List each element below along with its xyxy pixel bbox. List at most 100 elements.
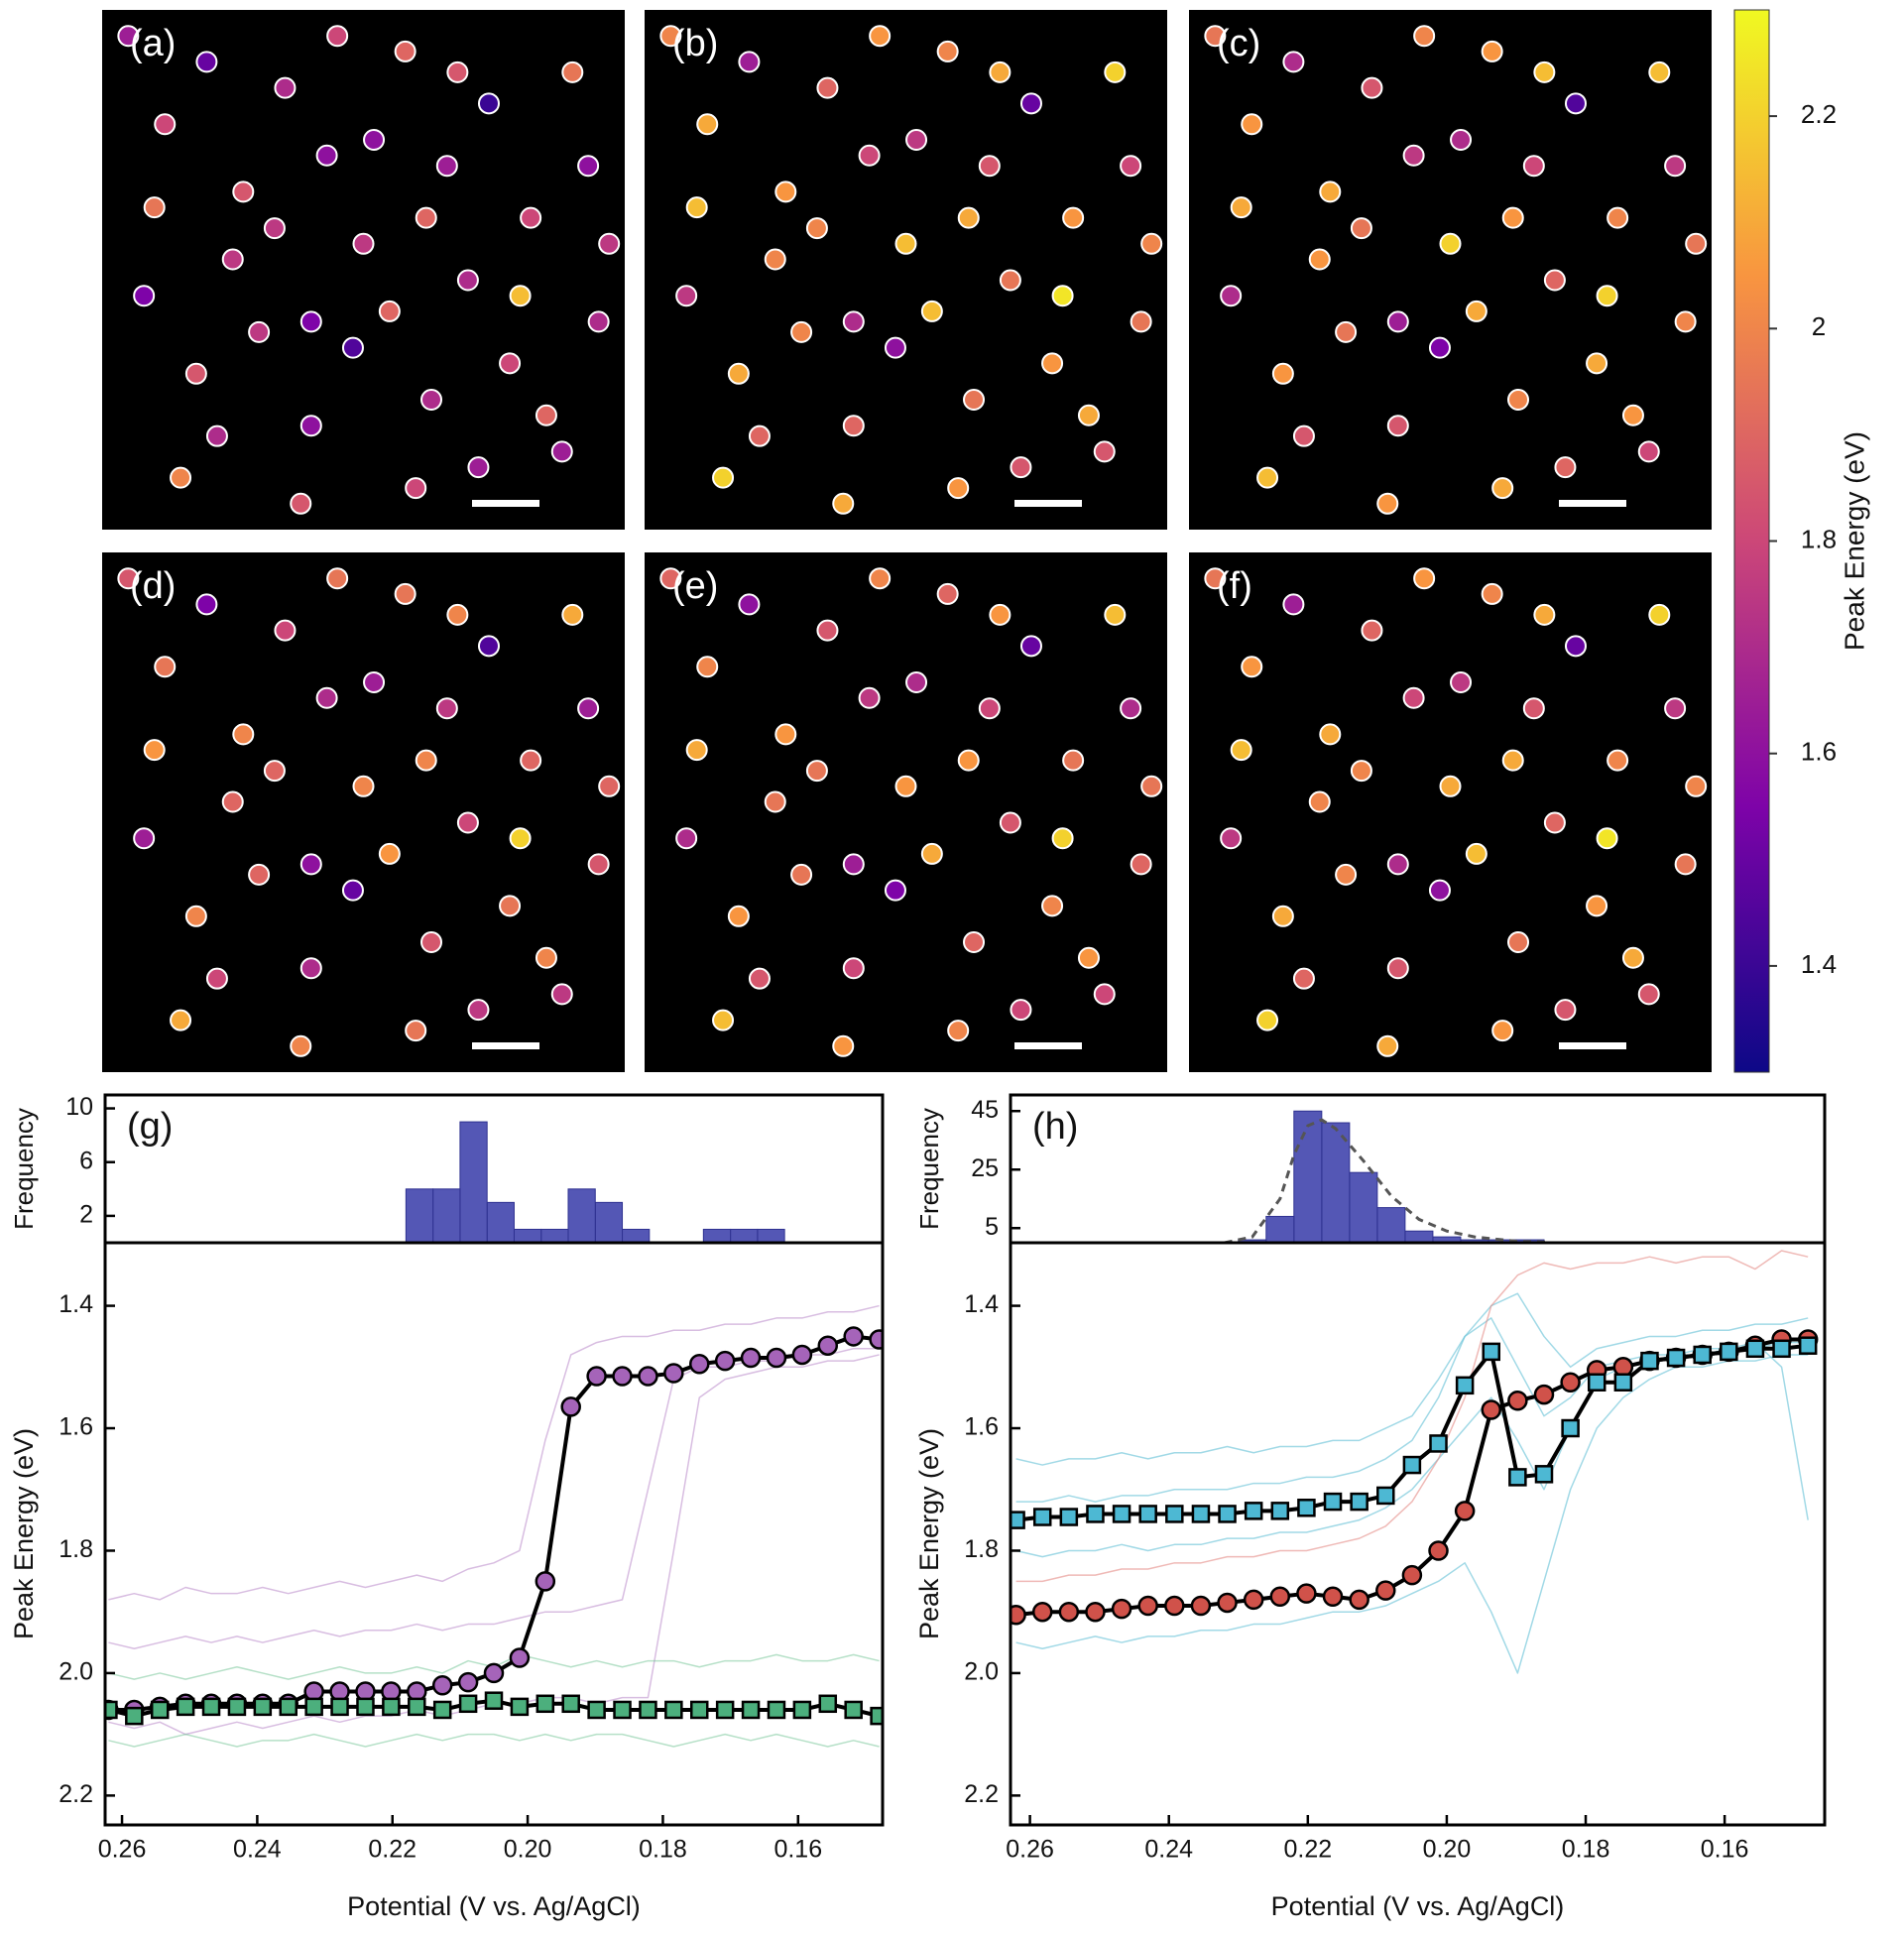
plot-area bbox=[1011, 1250, 1819, 1674]
particle bbox=[378, 300, 401, 322]
particle bbox=[1596, 827, 1618, 850]
particle bbox=[884, 336, 906, 359]
particle bbox=[363, 671, 386, 693]
particle bbox=[232, 181, 255, 203]
particle bbox=[1376, 492, 1399, 515]
particle bbox=[446, 61, 469, 83]
colorbar-tick-label: 2.2 bbox=[1801, 99, 1837, 129]
histogram-bar bbox=[757, 1228, 785, 1244]
particle bbox=[520, 206, 542, 229]
particle bbox=[1130, 853, 1152, 876]
y-tick-label: 1.4 bbox=[964, 1290, 999, 1318]
particle bbox=[467, 456, 490, 479]
particle bbox=[274, 619, 297, 642]
y-tick-label: 1.6 bbox=[59, 1413, 93, 1441]
particle bbox=[352, 775, 375, 797]
marker bbox=[1217, 1592, 1238, 1614]
particle bbox=[816, 76, 839, 99]
marker bbox=[408, 1697, 426, 1717]
marker bbox=[1165, 1505, 1184, 1523]
particle bbox=[1564, 92, 1587, 115]
marker bbox=[1322, 1586, 1344, 1608]
plot-area bbox=[105, 1304, 883, 1748]
histogram-bar bbox=[1293, 1110, 1323, 1244]
particle bbox=[1292, 424, 1315, 447]
fit-curve bbox=[1224, 1118, 1552, 1245]
marker bbox=[1666, 1348, 1686, 1368]
particle bbox=[963, 931, 986, 953]
marker bbox=[791, 1344, 813, 1366]
marker bbox=[767, 1700, 786, 1720]
y-axis-label: Frequency bbox=[9, 1108, 39, 1230]
particle bbox=[1361, 76, 1383, 99]
marker bbox=[560, 1396, 581, 1417]
x-tick-label: 0.18 bbox=[1562, 1836, 1610, 1864]
scale-bar bbox=[472, 500, 539, 507]
particle bbox=[832, 1034, 855, 1057]
particle bbox=[1093, 440, 1116, 463]
particle bbox=[326, 567, 349, 590]
particle bbox=[738, 593, 761, 616]
marker bbox=[741, 1700, 761, 1720]
particle bbox=[1204, 25, 1227, 48]
particle bbox=[790, 320, 813, 343]
particle bbox=[467, 999, 490, 1022]
particle bbox=[205, 967, 228, 990]
particle bbox=[696, 113, 719, 136]
particle bbox=[920, 842, 943, 865]
marker bbox=[1218, 1505, 1237, 1523]
particle bbox=[1062, 749, 1085, 772]
scale-bar bbox=[1559, 500, 1626, 507]
particle bbox=[842, 853, 865, 876]
marker bbox=[688, 1353, 710, 1375]
trace-line bbox=[108, 1304, 880, 1601]
marker bbox=[715, 1700, 735, 1720]
y-tick-label: 1.4 bbox=[59, 1290, 93, 1318]
marker bbox=[483, 1662, 505, 1684]
particle bbox=[1481, 40, 1503, 62]
particle bbox=[456, 269, 479, 292]
x-tick-label: 0.16 bbox=[774, 1836, 822, 1864]
particle bbox=[598, 775, 621, 797]
marker bbox=[818, 1694, 838, 1714]
particle bbox=[435, 697, 458, 720]
marker bbox=[1560, 1372, 1581, 1393]
particle bbox=[587, 310, 610, 333]
particle bbox=[1256, 1009, 1279, 1031]
axes-frame bbox=[1009, 1093, 1827, 1245]
particle bbox=[1491, 1020, 1514, 1042]
marker bbox=[1323, 1492, 1343, 1512]
marker bbox=[1243, 1589, 1264, 1611]
marker bbox=[613, 1700, 632, 1720]
particle bbox=[963, 389, 986, 411]
x-tick-label: 0.20 bbox=[504, 1836, 552, 1864]
marker bbox=[1137, 1595, 1158, 1617]
particle bbox=[290, 492, 312, 515]
particle bbox=[205, 424, 228, 447]
particle bbox=[299, 853, 322, 876]
marker bbox=[1031, 1601, 1053, 1623]
histogram-bar bbox=[1376, 1207, 1406, 1244]
particle bbox=[1041, 352, 1064, 375]
particle bbox=[1256, 466, 1279, 489]
marker bbox=[1011, 1511, 1025, 1529]
particle bbox=[415, 206, 437, 229]
histogram-bar bbox=[513, 1228, 542, 1244]
particle bbox=[1062, 206, 1085, 229]
particle bbox=[420, 389, 443, 411]
panel-label: (h) bbox=[1032, 1106, 1078, 1148]
particle bbox=[394, 582, 416, 605]
particle bbox=[509, 827, 532, 850]
particle bbox=[748, 967, 771, 990]
particle bbox=[1685, 232, 1708, 255]
marker bbox=[1269, 1586, 1291, 1608]
marker bbox=[1402, 1455, 1422, 1475]
particle bbox=[1120, 697, 1142, 720]
particle bbox=[499, 352, 522, 375]
particle bbox=[299, 415, 322, 437]
particle bbox=[748, 424, 771, 447]
marker bbox=[1058, 1601, 1080, 1623]
particle bbox=[764, 248, 786, 271]
colorbar-tick-label: 1.4 bbox=[1801, 949, 1837, 979]
marker bbox=[201, 1697, 221, 1717]
